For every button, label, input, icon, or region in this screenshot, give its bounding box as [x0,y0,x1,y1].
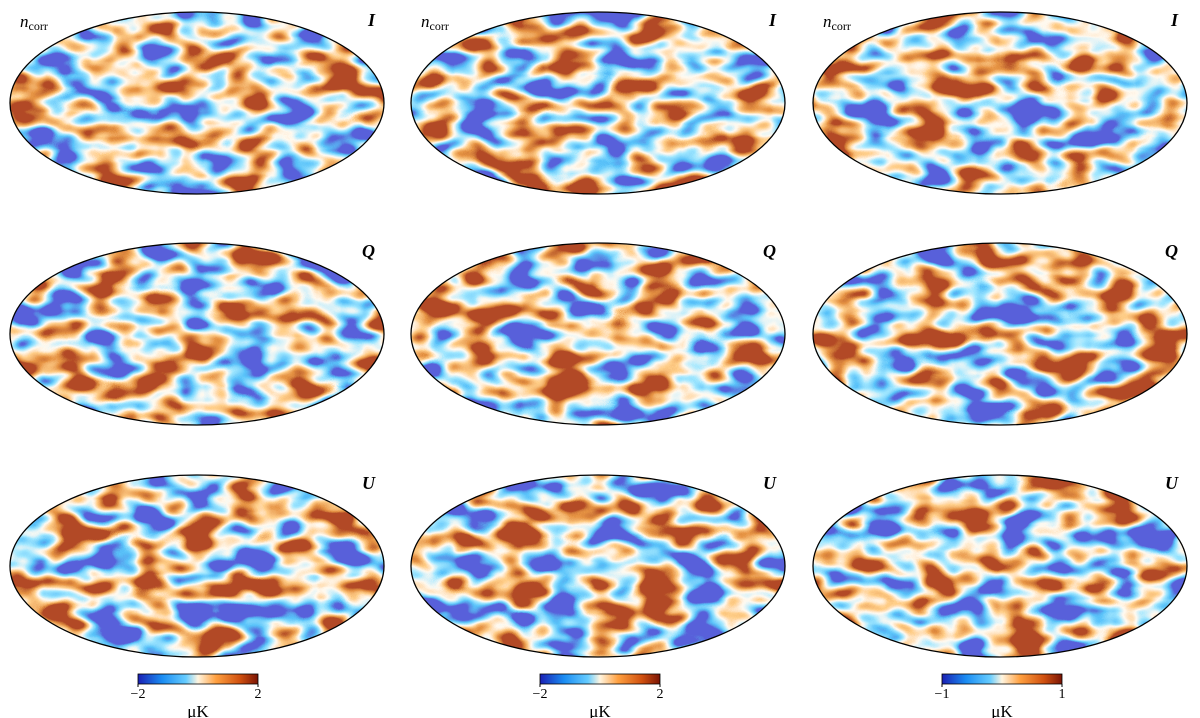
stokes-label: Q [362,241,375,261]
map-texture [411,475,785,657]
colorbar: −2 2 μK [131,673,262,718]
label-main: n [421,12,430,31]
map-label: ncorr [421,12,449,33]
colorbar-tick-label: −1 [935,687,950,702]
label-main: n [823,12,832,31]
colorbar: −1 1 μK [935,673,1066,718]
label-sub: corr [29,19,48,33]
map-texture [813,475,1187,657]
map-outline [812,474,1188,658]
colorbar: −2 2 μK [533,673,664,718]
stokes-label: I [768,10,777,30]
colorbar-gradient [941,673,1063,685]
map-texture [411,12,785,194]
colorbar-unit: μK [187,702,209,718]
map-outline [410,474,786,658]
map-outline [812,11,1188,195]
colorbar-tick-label: −2 [131,687,146,702]
map-texture [813,243,1187,425]
stokes-label: I [367,10,376,30]
stokes-label: U [763,473,777,493]
map-panel: Q [812,241,1188,426]
stokes-label: U [362,473,376,493]
label-sub: corr [832,19,851,33]
colorbar-tick-label: 1 [1059,687,1066,702]
map-outline [410,242,786,426]
label-main: n [20,12,29,31]
map-panel: Q [410,241,786,426]
stokes-label: Q [1165,241,1178,261]
colorbar-gradient [539,673,661,685]
map-outline [9,474,385,658]
map-outline [410,11,786,195]
map-panel: U [410,473,786,658]
colorbar-tick-label: −2 [533,687,548,702]
map-texture [10,243,384,425]
colorbar-gradient [137,673,259,685]
map-texture [813,12,1187,194]
map-outline [9,11,385,195]
map-texture [10,12,384,194]
map-outline [812,242,1188,426]
map-label: ncorr [823,12,851,33]
label-sub: corr [430,19,449,33]
map-label: ncorr [20,12,48,33]
stokes-label: I [1170,10,1179,30]
stokes-label: U [1165,473,1179,493]
map-outline [9,242,385,426]
colorbar-unit: μK [589,702,611,718]
map-panel: U [9,473,385,658]
map-texture [411,243,785,425]
map-texture [10,475,384,657]
stokes-label: Q [763,241,776,261]
colorbar-tick-label: 2 [657,687,664,702]
map-panel: Q [9,241,385,426]
colorbar-tick-label: 2 [255,687,262,702]
colorbar-unit: μK [991,702,1013,718]
map-panel: U [812,473,1188,658]
